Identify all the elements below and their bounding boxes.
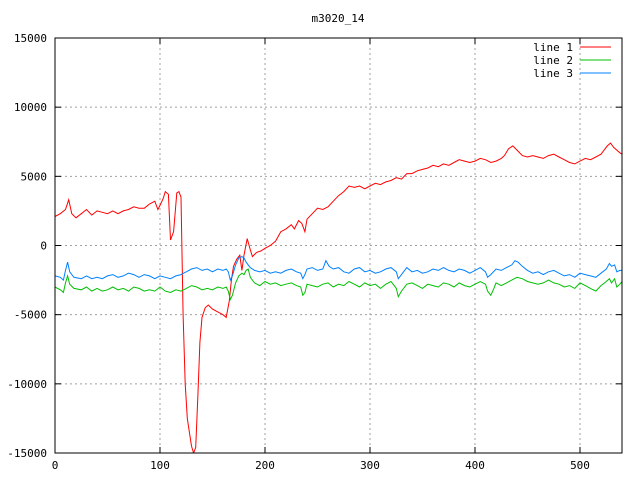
y-tick-label: -15000: [7, 447, 47, 460]
series-lines: [55, 142, 622, 453]
grid: [55, 38, 622, 453]
x-axis-ticks: 0 100 200 300 400 500: [52, 38, 590, 472]
legend-label-2: line 2: [533, 54, 573, 67]
y-axis-ticks: -15000 -10000 -5000 0 5000 10000 15000: [7, 32, 622, 460]
x-tick-label: 100: [150, 459, 170, 472]
x-tick-label: 500: [570, 459, 590, 472]
y-tick-label: -10000: [7, 378, 47, 391]
series-line-1: [55, 142, 622, 453]
legend-label-3: line 3: [533, 67, 573, 80]
x-tick-label: 400: [465, 459, 485, 472]
y-tick-label: 10000: [14, 101, 47, 114]
y-tick-label: -5000: [14, 309, 47, 322]
y-tick-label: 5000: [21, 170, 48, 183]
chart-title: m3020_14: [312, 12, 365, 25]
series-line-2: [55, 268, 622, 301]
legend-label-1: line 1: [533, 41, 573, 54]
x-tick-label: 300: [360, 459, 380, 472]
series-line-3: [55, 256, 622, 282]
x-tick-label: 200: [255, 459, 275, 472]
y-tick-label: 15000: [14, 32, 47, 45]
plot-frame: [54, 37, 623, 454]
x-tick-label: 0: [52, 459, 59, 472]
y-tick-label: 0: [40, 240, 47, 253]
